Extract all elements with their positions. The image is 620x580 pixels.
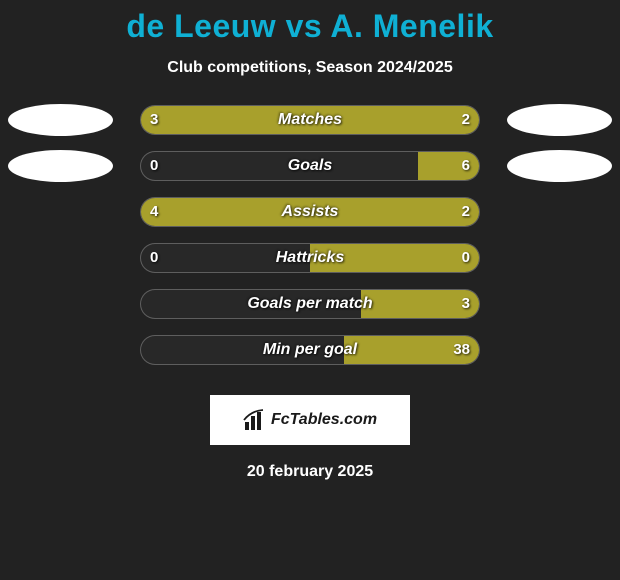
metric-row: Assists42 xyxy=(0,197,620,243)
bar-right xyxy=(367,198,479,226)
comparison-subtitle: Club competitions, Season 2024/2025 xyxy=(0,59,620,77)
bar-track xyxy=(140,105,480,135)
profile-ellipse xyxy=(507,104,612,136)
bar-track xyxy=(140,335,480,365)
metric-row: Hattricks00 xyxy=(0,243,620,289)
bar-right xyxy=(310,244,479,272)
bar-left xyxy=(141,198,367,226)
comparison-title: de Leeuw vs A. Menelik xyxy=(0,0,620,45)
brand-badge: FcTables.com xyxy=(210,395,410,445)
bar-track xyxy=(140,289,480,319)
comparison-chart: Matches32Goals06Assists42Hattricks00Goal… xyxy=(0,105,620,381)
profile-ellipse xyxy=(8,104,113,136)
bar-right xyxy=(344,106,479,134)
footer-date: 20 february 2025 xyxy=(0,463,620,481)
bar-left xyxy=(141,106,344,134)
bar-track xyxy=(140,197,480,227)
bar-track xyxy=(140,151,480,181)
bar-right xyxy=(361,290,479,318)
bar-right xyxy=(418,152,479,180)
profile-ellipse xyxy=(507,150,612,182)
brand-text: FcTables.com xyxy=(271,411,377,429)
metric-row: Min per goal38 xyxy=(0,335,620,381)
brand-bars-icon xyxy=(243,408,267,432)
metric-row: Goals per match3 xyxy=(0,289,620,335)
profile-ellipse xyxy=(8,150,113,182)
bar-track xyxy=(140,243,480,273)
bar-right xyxy=(344,336,479,364)
